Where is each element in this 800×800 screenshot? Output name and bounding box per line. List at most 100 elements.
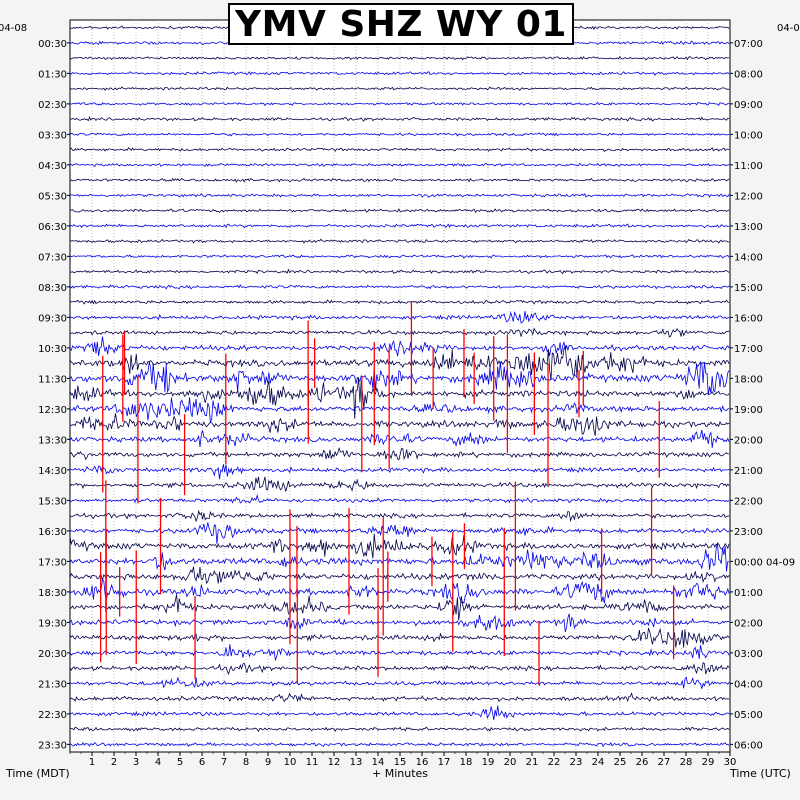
right-tick-label: 03:00: [734, 649, 763, 660]
right-tick-label: 05:00: [734, 710, 763, 721]
x-tick-label: 17: [438, 757, 451, 768]
left-tick-label: 12:30: [38, 405, 67, 416]
left-tick-label: 16:30: [38, 527, 67, 538]
x-tick-label: 18: [460, 757, 473, 768]
x-tick-label: 25: [614, 757, 627, 768]
x-axis-label: + Minutes: [372, 767, 428, 780]
left-tick-label: 02:30: [38, 100, 67, 111]
x-tick-label: 29: [702, 757, 715, 768]
left-date-label: 04-08: [0, 23, 27, 34]
x-tick-label: 22: [548, 757, 561, 768]
trace-line: [69, 613, 730, 633]
trace-line: [69, 397, 730, 423]
right-tick-label: 21:00: [734, 466, 763, 477]
left-tick-label: 21:30: [38, 679, 67, 690]
trace-line: [69, 594, 730, 621]
right-tick-label: 10:00: [734, 130, 763, 141]
left-tick-label: 20:30: [38, 649, 67, 660]
trace-line: [69, 476, 730, 492]
right-tick-label: 11:00: [734, 161, 763, 172]
left-tick-label: 08:30: [38, 283, 67, 294]
trace-line: [69, 299, 730, 305]
right-tick-label: 19:00: [734, 405, 763, 416]
x-tick-label: 10: [284, 757, 297, 768]
trace-line: [69, 509, 730, 523]
trace-line: [69, 101, 730, 107]
left-tick-label: 01:30: [38, 69, 67, 80]
trace-line: [69, 726, 730, 733]
right-tick-label: 18:00: [734, 374, 763, 385]
x-tick-label: 21: [526, 757, 539, 768]
x-tick-label: 28: [680, 757, 693, 768]
trace-line: [69, 692, 730, 703]
trace-line: [69, 268, 730, 275]
seismic-traces: [69, 25, 730, 748]
trace-line: [69, 71, 730, 76]
trace-line: [69, 116, 730, 122]
x-tick-label: 2: [111, 757, 117, 768]
trace-line: [69, 429, 730, 448]
trace-line: [69, 310, 730, 324]
left-tick-label: 05:30: [38, 191, 67, 202]
seismic-events: [99, 301, 675, 685]
left-tick-label: 04:30: [38, 161, 67, 172]
right-axis-ticks: 07:00 08:00 09:00 10:00 11:00 12:00 13:00 14:00…: [730, 39, 795, 751]
trace-line: [69, 413, 730, 436]
trace-line: [69, 254, 730, 259]
trace-line: [69, 676, 730, 689]
trace-line: [69, 377, 730, 419]
right-tick-label: 01:00: [734, 588, 763, 599]
trace-line: [69, 177, 730, 183]
trace-line: [69, 86, 730, 92]
left-tick-label: 15:30: [38, 496, 67, 507]
left-tick-label: 00:30: [38, 39, 67, 50]
trace-line: [69, 132, 730, 137]
right-tick-label: 06:00: [734, 740, 763, 751]
trace-line: [69, 522, 730, 544]
right-tick-label: 22:00: [734, 496, 763, 507]
left-tick-label: 10:30: [38, 344, 67, 355]
trace-line: [69, 238, 730, 244]
trace-line: [69, 542, 730, 572]
trace-line: [69, 741, 730, 748]
x-tick-label: 5: [177, 757, 183, 768]
x-tick-label: 16: [416, 757, 429, 768]
trace-line: [69, 147, 730, 152]
trace-line: [69, 566, 730, 584]
left-tick-label: 06:30: [38, 222, 67, 233]
trace-line: [69, 162, 730, 167]
x-tick-label: 12: [328, 757, 341, 768]
x-tick-label: 23: [570, 757, 583, 768]
trace-line: [69, 208, 730, 213]
x-tick-label: 20: [504, 757, 517, 768]
right-tick-label: 08:00: [734, 69, 763, 80]
right-tick-label: 00:00 04-09: [734, 557, 795, 568]
left-tick-label: 14:30: [38, 466, 67, 477]
x-tick-label: 8: [243, 757, 249, 768]
trace-line: [69, 344, 730, 380]
x-tick-label: 7: [221, 757, 227, 768]
trace-line: [69, 493, 730, 504]
x-tick-label: 9: [265, 757, 271, 768]
trace-line: [69, 533, 730, 559]
left-tick-label: 03:30: [38, 130, 67, 141]
trace-line: [69, 361, 730, 396]
left-tick-label: 11:30: [38, 374, 67, 385]
x-tick-label: 3: [133, 757, 139, 768]
x-axis-ticks: 1 2 3 4 5 6 7 8 9 10 11 12 13 14 15 16 17 18 19 20 21 22 23 24 2…: [69, 752, 736, 768]
trace-line: [69, 661, 730, 676]
trace-line: [69, 284, 730, 290]
x-tick-label: 19: [482, 757, 495, 768]
chart-title: YMV SHZ WY 01: [228, 3, 574, 45]
left-tick-label: 07:30: [38, 252, 67, 263]
trace-line: [69, 223, 730, 229]
right-tick-label: 02:00: [734, 618, 763, 629]
right-tick-label: 20:00: [734, 435, 763, 446]
left-axis-ticks: 00:30 01:30 02:30 03:30 04:30 05:30 06:30 07:30…: [38, 39, 70, 751]
right-tick-label: 12:00: [734, 191, 763, 202]
trace-line: [69, 192, 730, 198]
x-tick-label: 11: [306, 757, 319, 768]
left-tick-label: 18:30: [38, 588, 67, 599]
right-tick-label: 16:00: [734, 313, 763, 324]
x-tick-label: 15: [394, 757, 407, 768]
